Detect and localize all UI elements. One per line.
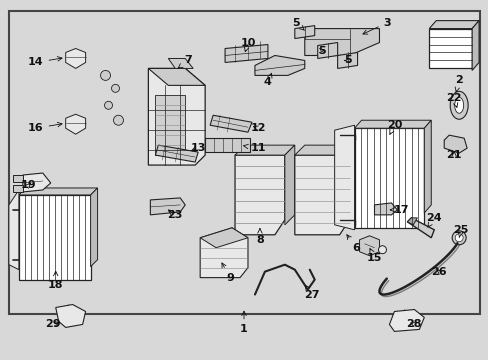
Polygon shape [304,28,379,55]
Text: 28: 28 [406,319,421,329]
Polygon shape [359,236,379,256]
Polygon shape [294,26,314,39]
Text: 2: 2 [454,75,462,92]
Text: 9: 9 [222,263,234,283]
Text: 7: 7 [178,55,192,68]
Polygon shape [317,42,337,58]
Polygon shape [205,138,249,152]
Text: 18: 18 [48,271,63,289]
Text: 5: 5 [343,55,351,66]
Polygon shape [374,203,397,215]
Polygon shape [334,125,354,230]
Ellipse shape [101,71,110,80]
Text: 10: 10 [240,37,255,51]
Text: 13: 13 [190,143,205,153]
Polygon shape [65,114,85,134]
Polygon shape [354,120,430,128]
Polygon shape [337,53,357,68]
Bar [354,128,424,228]
Polygon shape [90,188,98,267]
Text: 26: 26 [430,267,446,276]
Polygon shape [235,145,294,155]
Text: 19: 19 [21,180,37,190]
Polygon shape [9,190,19,270]
Bar [19,195,90,280]
Polygon shape [23,173,51,192]
Text: 17: 17 [389,205,408,215]
Polygon shape [424,120,430,213]
Bar [9,11,479,315]
Polygon shape [155,145,198,162]
Text: 3: 3 [362,18,390,34]
Polygon shape [200,228,247,278]
Text: 22: 22 [446,93,461,107]
Polygon shape [224,45,267,62]
Polygon shape [56,305,85,328]
Text: 16: 16 [28,122,62,133]
Ellipse shape [454,97,463,113]
Polygon shape [235,155,285,235]
Polygon shape [443,135,466,153]
Polygon shape [168,58,193,68]
Text: 5: 5 [317,45,325,55]
Polygon shape [13,185,23,192]
Text: 27: 27 [304,285,319,300]
Text: 20: 20 [386,120,401,134]
Text: 6: 6 [346,235,360,253]
Ellipse shape [454,234,462,242]
Polygon shape [148,68,205,165]
Polygon shape [428,21,478,28]
Ellipse shape [111,84,119,92]
Ellipse shape [378,246,386,254]
Polygon shape [407,218,433,238]
Polygon shape [200,228,247,248]
Polygon shape [294,155,349,235]
Polygon shape [210,115,251,132]
Polygon shape [254,55,304,75]
Text: 11: 11 [243,143,265,153]
Polygon shape [428,28,471,68]
Text: 1: 1 [240,311,247,334]
Text: 4: 4 [264,73,271,87]
Polygon shape [65,49,85,68]
Polygon shape [294,145,359,155]
Text: 5: 5 [291,18,304,30]
Text: 25: 25 [452,225,468,238]
Text: 23: 23 [167,210,183,220]
Polygon shape [150,198,185,215]
Ellipse shape [113,115,123,125]
Polygon shape [471,21,478,71]
Polygon shape [349,145,359,225]
Polygon shape [155,95,185,155]
Ellipse shape [451,231,465,245]
Polygon shape [285,145,294,225]
Text: 21: 21 [446,150,461,160]
Text: 8: 8 [256,229,263,245]
Polygon shape [388,310,424,332]
Polygon shape [148,68,205,85]
Ellipse shape [104,101,112,109]
Text: 29: 29 [45,319,61,329]
Polygon shape [19,188,98,195]
Polygon shape [13,175,23,182]
Text: 14: 14 [28,57,62,67]
Text: 24: 24 [426,213,441,227]
Text: 12: 12 [250,123,265,133]
Polygon shape [407,218,416,225]
Ellipse shape [449,91,467,119]
Text: 15: 15 [366,248,382,263]
